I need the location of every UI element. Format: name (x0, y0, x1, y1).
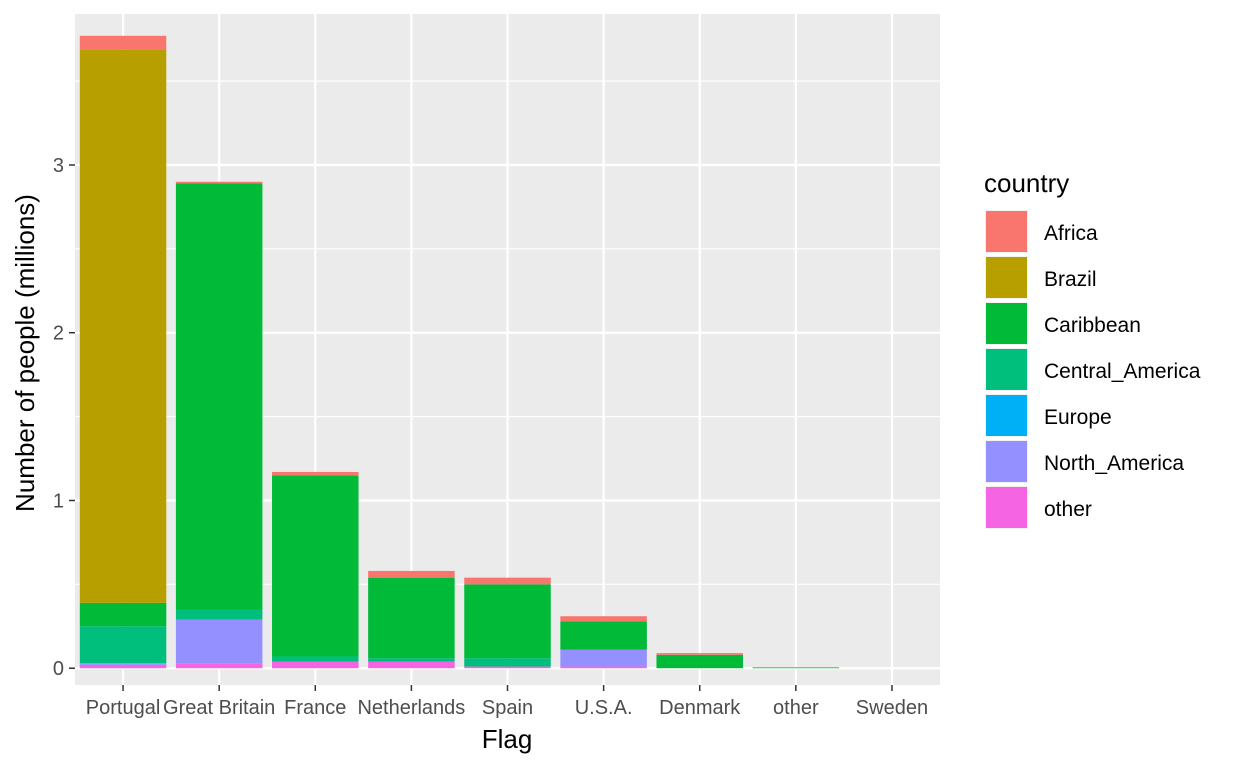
x-axis: Portugal Great Britain France Netherlands Sp… (86, 685, 928, 719)
bar-segment (464, 584, 551, 659)
bar-segment (175, 183, 263, 610)
bar-segment (368, 570, 455, 578)
bar-segment (368, 577, 455, 659)
bar-segment (272, 656, 359, 662)
bar-segment (79, 626, 167, 664)
y-axis-title: Number of people (millions) (10, 194, 40, 512)
x-tick-label: Netherlands (357, 697, 465, 719)
legend-key (986, 395, 1027, 436)
legend-label: Central_America (1044, 360, 1201, 383)
bar-segment (560, 666, 647, 669)
bar-segment (560, 621, 647, 650)
legend-key (986, 349, 1027, 390)
x-tick-label: other (773, 697, 819, 719)
bar-segment (560, 649, 647, 667)
legend-label: Europe (1044, 406, 1112, 429)
x-tick-label: Denmark (659, 697, 741, 719)
legend-key (986, 211, 1027, 252)
bar-segment (175, 609, 263, 620)
x-tick-label: Portugal (86, 697, 161, 719)
legend-title: country (984, 168, 1069, 198)
bar-segment (79, 49, 167, 603)
bar-segment (79, 664, 167, 669)
bar-segment (464, 658, 551, 667)
legend: country Africa Brazil Caribbean Central_Ame… (984, 168, 1201, 529)
bar-segment (79, 35, 167, 50)
legend-key (986, 303, 1027, 344)
bar-segment (464, 577, 551, 585)
bar-segment (175, 619, 263, 664)
bar-segment (368, 661, 455, 669)
legend-key (986, 487, 1027, 528)
bar-segment (560, 616, 647, 622)
legend-label: Caribbean (1044, 314, 1141, 337)
y-axis: 0 1 2 3 (53, 155, 75, 680)
bar-segment (272, 475, 359, 657)
bar-segment (175, 181, 263, 184)
bar-segment (79, 663, 167, 665)
bar-segment (79, 602, 167, 627)
legend-label: Brazil (1044, 268, 1097, 291)
bar-segment (272, 661, 359, 669)
x-tick-label: Sweden (856, 697, 928, 719)
bar-segment (656, 653, 743, 655)
legend-key (986, 257, 1027, 298)
x-tick-label: U.S.A. (575, 697, 633, 719)
bars-layer (79, 35, 840, 669)
bar-segment (656, 654, 743, 669)
y-tick-label: 3 (53, 155, 64, 177)
bar-segment (752, 667, 840, 669)
x-tick-label: Spain (482, 697, 533, 719)
legend-key (986, 441, 1027, 482)
legend-label: North_America (1044, 452, 1184, 475)
y-tick-label: 2 (53, 323, 64, 345)
x-tick-label: France (284, 697, 346, 719)
legend-label: other (1044, 498, 1092, 521)
bar-segment (175, 663, 263, 669)
y-tick-label: 1 (53, 490, 64, 512)
bar-segment (464, 666, 551, 669)
bar-segment (368, 658, 455, 662)
y-tick-label: 0 (53, 658, 64, 680)
x-axis-title: Flag (482, 724, 533, 754)
x-tick-label: Great Britain (163, 697, 275, 719)
bar-segment (272, 471, 359, 476)
legend-label: Africa (1044, 222, 1098, 245)
